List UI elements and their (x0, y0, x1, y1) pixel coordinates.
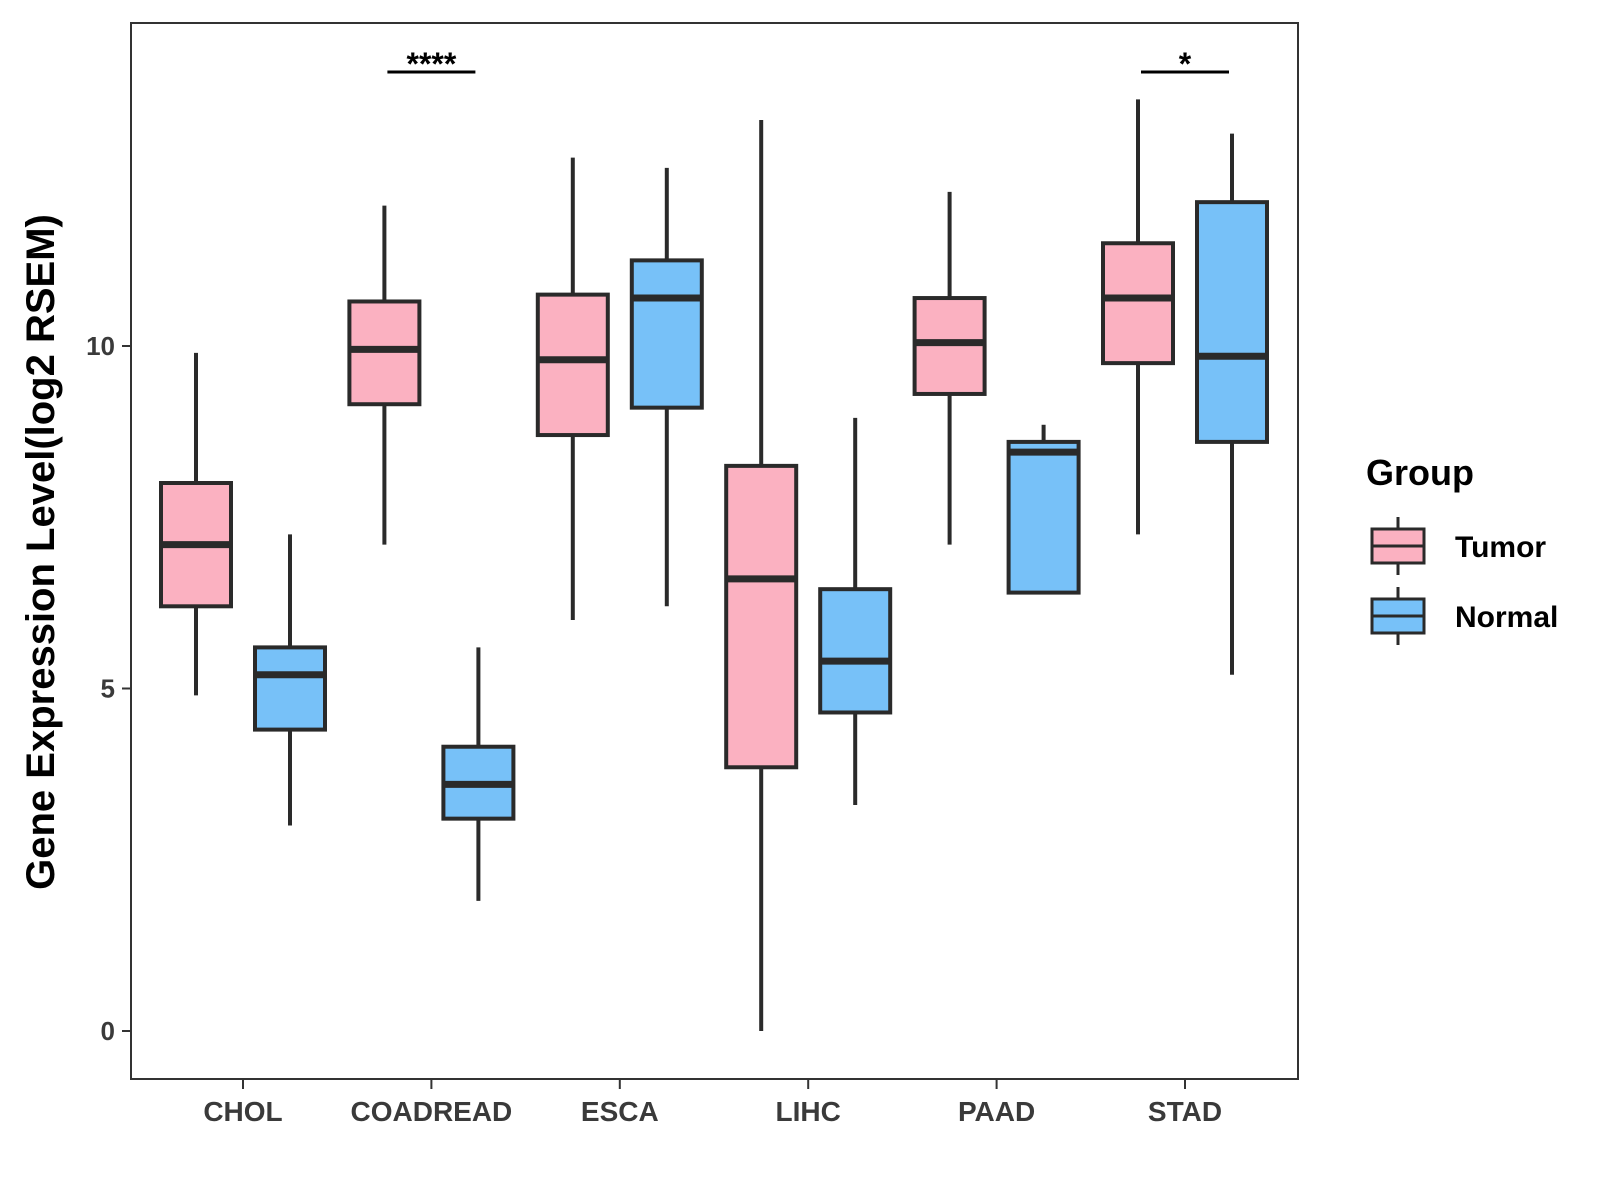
y-axis-title: Gene Expression Level(log2 RSEM) (19, 214, 63, 890)
x-tick-label: ESCA (581, 1096, 659, 1127)
box-normal-esca (629, 167, 704, 607)
legend-item-tumor: Tumor (1370, 517, 1546, 575)
box-normal-stad (1195, 133, 1269, 675)
box-body (535, 292, 610, 438)
x-tick-label: LIHC (776, 1096, 841, 1127)
box-body (629, 258, 704, 410)
box-body (724, 463, 799, 770)
box-normal-chol (253, 534, 327, 826)
x-tick-label: CHOL (203, 1096, 282, 1127)
legend-item-normal: Normal (1370, 587, 1558, 645)
legend: Group Tumor Normal (1366, 452, 1558, 645)
box-normal-coadread (441, 647, 516, 901)
y-tick-label: 5 (101, 674, 115, 704)
box-tumor-paad (912, 191, 987, 545)
box-normal-paad (1006, 424, 1081, 595)
y-tick-label: 10 (86, 331, 115, 361)
x-tick-label: STAD (1148, 1096, 1222, 1127)
box-tumor-lihc (724, 119, 799, 1031)
box-body (1101, 241, 1175, 366)
box-body (818, 587, 893, 715)
x-tick-label: PAAD (958, 1096, 1035, 1127)
box-body (253, 645, 327, 732)
box-tumor-esca (535, 157, 610, 620)
legend-label: Tumor (1455, 531, 1546, 564)
box-tumor-coadread (347, 205, 422, 545)
y-axis: 0 5 10 (86, 331, 131, 1046)
box-tumor-chol (159, 352, 233, 696)
significance-label: **** (406, 46, 456, 82)
y-tick-label: 0 (101, 1016, 115, 1046)
box-series (159, 99, 1269, 1031)
box-body (1195, 200, 1269, 444)
significance-annotations: **** * (387, 46, 1229, 82)
plot-panel (130, 22, 1299, 1080)
box-tumor-stad (1101, 99, 1175, 535)
x-tick-label: COADREAD (351, 1096, 513, 1127)
x-axis: CHOL COADREAD ESCA LIHC PAAD STAD (203, 1079, 1222, 1127)
legend-title: Group (1366, 452, 1474, 493)
box-body (1006, 439, 1081, 595)
box-normal-lihc (818, 417, 893, 805)
significance-label: * (1179, 46, 1192, 82)
legend-label: Normal (1455, 601, 1558, 634)
